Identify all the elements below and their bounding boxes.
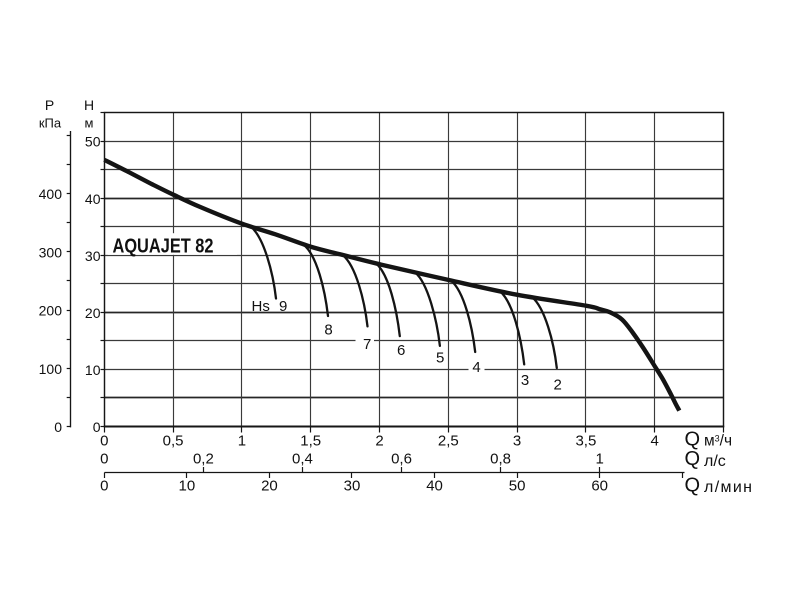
svg-text:20: 20 [261,477,278,494]
svg-text:5: 5 [436,349,444,366]
svg-text:60: 60 [591,477,608,494]
svg-text:0,5: 0,5 [163,433,184,450]
svg-text:3: 3 [521,372,529,389]
svg-text:0: 0 [100,433,108,450]
svg-text:H: H [84,97,94,113]
svg-text:м3/ч: м3/ч [704,433,732,450]
svg-text:8: 8 [324,322,332,339]
svg-text:30: 30 [344,477,361,494]
svg-text:1: 1 [595,450,603,467]
svg-text:3: 3 [513,433,521,450]
svg-text:2: 2 [554,377,562,394]
svg-text:0: 0 [54,419,62,435]
svg-text:40: 40 [85,191,101,207]
svg-text:Q: Q [685,448,701,470]
svg-text:0,2: 0,2 [193,450,214,467]
svg-text:Q: Q [685,429,701,451]
svg-text:0: 0 [100,477,108,494]
svg-text:50: 50 [85,134,101,150]
svg-text:200: 200 [39,303,63,319]
svg-text:20: 20 [85,305,101,321]
svg-text:2: 2 [375,433,383,450]
svg-text:10: 10 [179,477,196,494]
svg-text:40: 40 [426,477,443,494]
svg-text:100: 100 [39,361,63,377]
svg-text:Q: Q [685,474,701,496]
svg-text:2,5: 2,5 [438,433,459,450]
svg-text:10: 10 [85,362,101,378]
svg-text:4: 4 [651,433,659,450]
svg-text:7: 7 [363,336,371,353]
svg-text:1: 1 [238,433,246,450]
svg-text:9: 9 [279,298,287,315]
svg-text:4: 4 [472,359,480,376]
svg-text:30: 30 [85,248,101,264]
svg-text:л/с: л/с [704,453,726,470]
svg-text:Hs: Hs [252,298,270,315]
svg-text:кПа: кПа [39,115,62,130]
svg-text:0: 0 [100,450,108,467]
svg-text:0,8: 0,8 [490,450,511,467]
svg-text:P: P [45,97,54,113]
svg-text:50: 50 [509,477,526,494]
svg-text:0,6: 0,6 [391,450,412,467]
svg-text:л/мин: л/мин [704,479,752,496]
svg-text:0,4: 0,4 [292,450,313,467]
svg-text:300: 300 [39,244,63,260]
svg-text:1,5: 1,5 [300,433,321,450]
svg-text:6: 6 [397,342,405,359]
svg-text:400: 400 [39,186,63,202]
svg-text:AQUAJET 82: AQUAJET 82 [113,235,214,257]
svg-text:м: м [85,115,94,130]
svg-text:3,5: 3,5 [575,433,596,450]
svg-text:0: 0 [93,419,101,435]
